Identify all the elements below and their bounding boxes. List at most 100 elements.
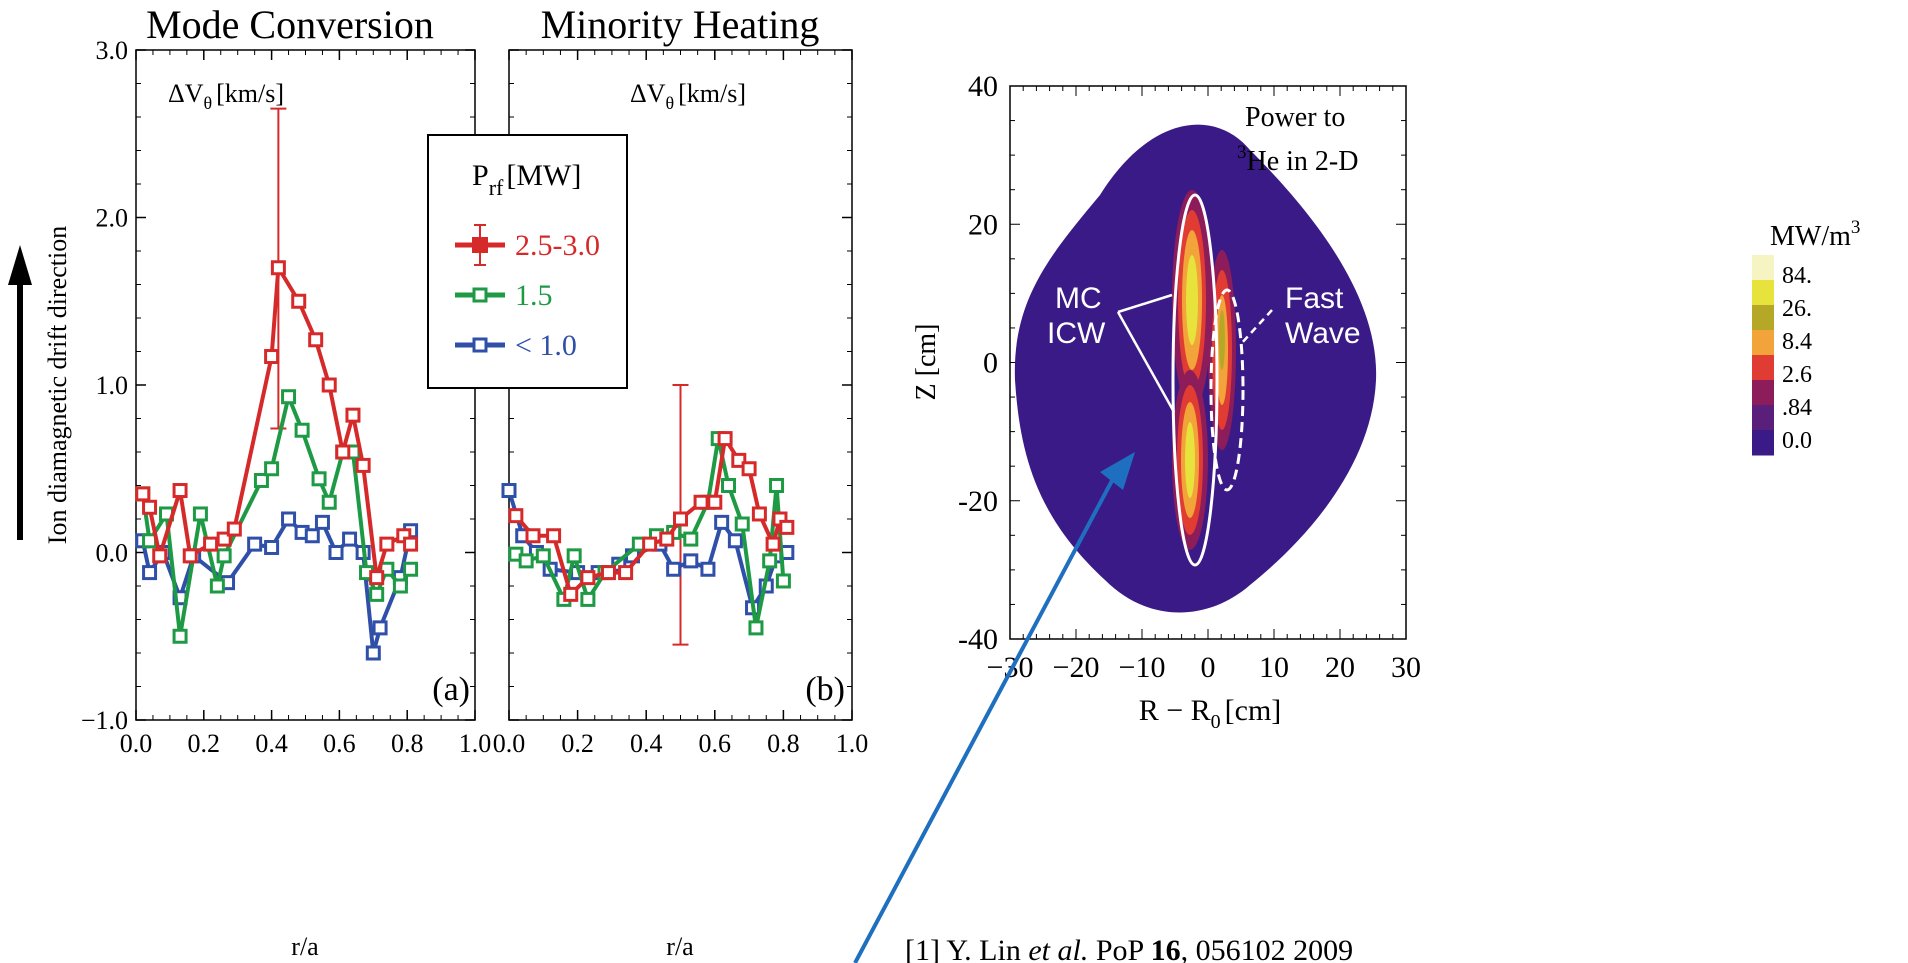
panel-b-point-1-5: [566, 548, 582, 564]
panel-a-point-2-5-3-0: [270, 260, 286, 276]
legend-label-0: 2.5-3.0: [515, 229, 600, 262]
panel-b-point--1-0: [727, 533, 743, 549]
panel-a-point-1-5: [172, 628, 188, 644]
icw-layer-lower-core: [1185, 422, 1195, 498]
panel-c-ytick-label: 0: [983, 347, 998, 380]
panel-b-point--1-0: [666, 561, 682, 577]
colorbar-swatch-5: [1752, 380, 1774, 406]
panel-a-xtick-label: 0.4: [255, 729, 288, 758]
fw-label-line1: Fast: [1285, 282, 1344, 315]
panel-b-point-1-5: [734, 516, 750, 532]
drift-direction-arrow: [8, 245, 32, 540]
panel-a-point-1-5: [253, 472, 269, 488]
panel-c-ytick-label: 20: [968, 208, 998, 241]
panel-b-point-2-5-3-0: [779, 519, 795, 535]
colorbar-unit: MW/m3: [1770, 217, 1860, 252]
panel-a-frame: [135, 49, 476, 721]
panel-b-minority-heating: Minority Heating 0.0 0.2 0.4 0.6 0.8 1.0 ΔVθ[…: [493, 2, 869, 961]
colorbar-label-3: 2.6: [1782, 362, 1812, 388]
panel-a-point--1-0: [365, 645, 381, 661]
panel-b-annotation-sub: θ: [666, 93, 675, 113]
panel-b-point-1-5: [518, 553, 534, 569]
panel-a-point-2-5-3-0: [369, 570, 385, 586]
panel-a-point-1-5: [392, 578, 408, 594]
colorbar-label-0: 84.: [1782, 263, 1812, 289]
panel-a-title: Mode Conversion: [146, 2, 434, 47]
colorbar-label-5: 0.0: [1782, 428, 1812, 454]
colorbar-label-4: .84: [1782, 395, 1812, 421]
panel-a-point-2-5-3-0: [345, 407, 361, 423]
legend-title-sub: rf: [489, 175, 504, 200]
panel-b-point-2-5-3-0: [580, 570, 596, 586]
panel-b-point-2-5-3-0: [642, 536, 658, 552]
panel-a-point--1-0: [264, 539, 280, 555]
panel-a-point--1-0: [142, 565, 158, 581]
colorbar-swatch-2: [1752, 305, 1774, 331]
pointer-arrow: [853, 452, 1135, 963]
panel-b-point--1-0: [683, 553, 699, 569]
panel-a-point-1-5: [369, 586, 385, 602]
icw-layer-upper-core: [1186, 255, 1198, 345]
panel-b-point--1-0: [700, 561, 716, 577]
panel-a-ytick-label: −1.0: [81, 706, 128, 735]
fast-wave-outline: [1209, 288, 1245, 492]
fw-pointer: [1239, 309, 1273, 346]
panel-a-point-1-5: [209, 578, 225, 594]
panel-c-title-line2: 3He in 2-D: [1237, 142, 1358, 177]
panel-b-point-2-5-3-0: [751, 506, 767, 522]
panel-b-point-2-5-3-0: [717, 431, 733, 447]
panel-c-title-sup: 3: [1237, 142, 1247, 163]
colorbar-swatch-4: [1752, 355, 1774, 381]
panel-a-point--1-0: [247, 536, 263, 552]
panel-b-point-2-5-3-0: [546, 528, 562, 544]
colorbar-swatch-6: [1752, 405, 1774, 431]
legend-entries: 2.5-3.0 1.5 < 1.0: [455, 224, 600, 362]
panel-c-xtick-label: −10: [1119, 651, 1166, 684]
legend-label-2: < 1.0: [515, 329, 577, 362]
panel-c-title-main: He in 2-D: [1247, 146, 1359, 177]
panel-a-ytick-label: 0.0: [96, 539, 129, 568]
panel-a-point-1-5: [403, 561, 419, 577]
colorbar-swatches: [1752, 255, 1774, 456]
panel-a-annotation-sub: θ: [204, 93, 213, 113]
panel-a-point-2-5-3-0: [152, 548, 168, 564]
colorbar-swatch-1: [1752, 280, 1774, 306]
citation-rest: , 056102 2009: [1181, 934, 1354, 963]
panel-c-xtick-label: 10: [1259, 651, 1289, 684]
colorbar: MW/m3 84. 26. 8.4 2.6 .84 0.0: [1752, 217, 1860, 456]
panel-c-xtick-label: −30: [987, 651, 1034, 684]
panel-c-xlabel-sub: 0: [1211, 711, 1221, 733]
panel-a-point-1-5: [321, 494, 337, 510]
panel-a-point-1-5: [216, 548, 232, 564]
panel-a-point--1-0: [304, 528, 320, 544]
legend-marker-2: [472, 337, 488, 353]
panel-b-point--1-0: [714, 514, 730, 530]
panel-b-point-1-5: [535, 548, 551, 564]
panel-a-axis-ticks: 0.0 0.2 0.4 0.6 0.8 1.0−1.00.01.02.03.0: [81, 36, 491, 758]
panel-a-point-2-5-3-0: [182, 548, 198, 564]
panel-a-point--1-0: [281, 511, 297, 527]
panel-c-xtick-label: −20: [1053, 651, 1100, 684]
panel-a-point-2-5-3-0: [291, 293, 307, 309]
panel-b-label: (b): [805, 671, 845, 708]
citation-journal: PoP: [1088, 934, 1150, 963]
ylabel-left: Ion diamagnetic drift direction: [43, 226, 72, 544]
panel-a-point--1-0: [372, 620, 388, 636]
panel-b-xlabel: r/a: [666, 932, 694, 961]
legend-title-unit: [MW]: [506, 159, 581, 192]
panel-b-point-1-5: [721, 478, 737, 493]
legend-marker-0: [472, 237, 488, 253]
panel-b-point-2-5-3-0: [525, 528, 541, 544]
panel-b-title: Minority Heating: [541, 2, 820, 47]
mc-pointer-1: [1117, 293, 1173, 314]
fw-layer-core: [1219, 310, 1225, 370]
panel-a-xtick-label: 0.8: [391, 729, 424, 758]
svg-text:ΔVθ[km/s]: ΔVθ [km/s]: [630, 79, 746, 113]
panel-a-ytick-label: 1.0: [96, 371, 129, 400]
panel-b-point-2-5-3-0: [673, 511, 688, 527]
panel-b-point-1-5: [748, 620, 764, 636]
colorbar-swatch-0: [1752, 255, 1774, 281]
panel-b-point-1-5: [683, 531, 699, 547]
panel-c-xlabel-unit: [cm]: [1225, 694, 1282, 727]
panel-b-point-2-5-3-0: [659, 531, 675, 547]
